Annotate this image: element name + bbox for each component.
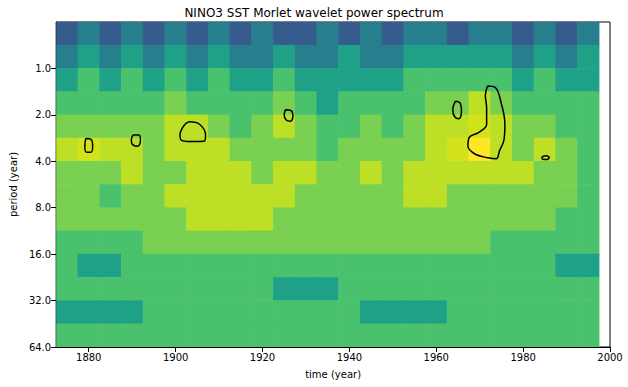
svg-text:2.0: 2.0: [35, 109, 51, 120]
svg-text:1880: 1880: [76, 352, 101, 363]
svg-text:1980: 1980: [510, 352, 535, 363]
svg-text:1940: 1940: [337, 352, 362, 363]
svg-text:16.0: 16.0: [29, 249, 51, 260]
svg-text:1920: 1920: [250, 352, 275, 363]
svg-text:1.0: 1.0: [35, 63, 51, 74]
svg-text:NINO3 SST Morlet wavelet power: NINO3 SST Morlet wavelet power spectrum: [184, 6, 443, 20]
svg-text:period (year): period (year): [8, 152, 19, 217]
svg-text:32.0: 32.0: [29, 295, 51, 306]
svg-text:2000: 2000: [597, 352, 622, 363]
svg-text:64.0: 64.0: [29, 342, 51, 353]
svg-text:time (year): time (year): [305, 369, 361, 380]
svg-text:8.0: 8.0: [35, 202, 51, 213]
svg-text:1900: 1900: [163, 352, 188, 363]
svg-text:1960: 1960: [424, 352, 449, 363]
svg-text:4.0: 4.0: [35, 156, 51, 167]
